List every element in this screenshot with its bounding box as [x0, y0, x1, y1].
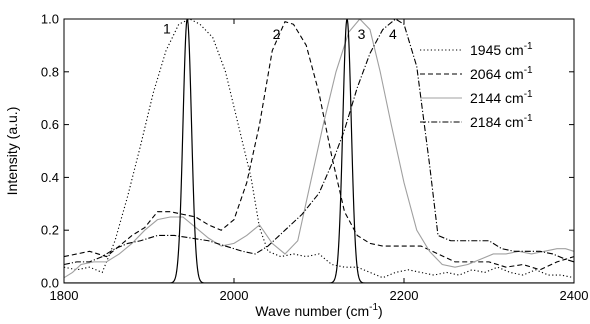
legend-label-text: 1945 cm: [470, 42, 524, 58]
y-tick-label: 0.6: [41, 117, 59, 132]
plot-frame: [63, 18, 575, 284]
peak-labels-layer: 1 2 3 4: [163, 21, 397, 42]
x-tick-label: 2000: [220, 288, 249, 303]
legend-label-sup: -1: [524, 65, 533, 76]
legend-label: 2064 cm-1: [470, 65, 533, 82]
x-tick-label: 2200: [390, 288, 419, 303]
legend-label: 2144 cm-1: [470, 89, 533, 106]
peak-label: 2: [273, 26, 281, 42]
peak-label: 3: [358, 26, 366, 42]
legend-label-sup: -1: [524, 89, 533, 100]
y-tick-label: 0.8: [41, 64, 59, 79]
legend-label-sup: -1: [524, 41, 533, 52]
x-axis-title: Wave number (cm-1): [255, 302, 382, 319]
series-line-5: [64, 19, 574, 283]
series-layer: [64, 19, 574, 283]
x-tick-label: 1800: [50, 288, 79, 303]
y-tick-label: 1.0: [41, 12, 59, 27]
peak-label: 4: [389, 26, 397, 42]
y-tick-label: 0.0: [41, 276, 59, 291]
legend-label: 1945 cm-1: [470, 41, 533, 58]
ticks-layer: 1800 2000 2200 2400 0.0 0.2 0.4 0.6 0.8 1.0: [41, 12, 589, 304]
x-axis-title-text: Wave number (cm: [255, 303, 369, 319]
y-tick-label: 0.4: [41, 170, 59, 185]
y-axis-title: Intensity (a.u.): [4, 107, 20, 196]
legend-label-text: 2184 cm: [470, 114, 524, 130]
x-tick-label: 2400: [560, 288, 589, 303]
x-axis-title-end: ): [378, 303, 383, 319]
legend-label-text: 2144 cm: [470, 90, 524, 106]
legend-label: 2184 cm-1: [470, 113, 533, 130]
peak-label: 1: [163, 21, 171, 37]
legend-label-sup: -1: [524, 113, 533, 124]
x-axis-title-sup: -1: [369, 302, 378, 313]
legend-label-text: 2064 cm: [470, 66, 524, 82]
y-tick-label: 0.2: [41, 223, 59, 238]
series-line-4: [64, 19, 574, 266]
series-line-3: [64, 19, 574, 279]
